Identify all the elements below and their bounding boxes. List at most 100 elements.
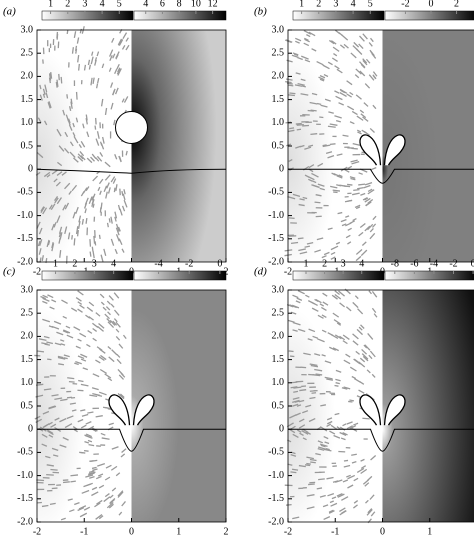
velocity-arrow	[91, 51, 94, 56]
velocity-arrow	[359, 357, 366, 363]
y-tick-label: 1.0	[21, 117, 34, 128]
velocity-arrow	[318, 478, 325, 481]
velocity-arrow	[74, 501, 80, 506]
velocity-arrow	[369, 37, 374, 43]
velocity-arrow	[109, 494, 114, 499]
velocity-arrow	[334, 412, 340, 416]
velocity-arrow	[75, 117, 79, 123]
velocity-arrow	[290, 471, 297, 474]
velocity-arrow	[370, 455, 377, 461]
velocity-arrow	[364, 225, 371, 232]
velocity-arrow	[317, 314, 324, 319]
velocity-arrow	[324, 98, 331, 102]
velocity-arrow	[306, 462, 311, 465]
y-tick-label: 2.0	[21, 331, 34, 342]
velocity-arrow	[353, 422, 359, 426]
velocity-arrow	[298, 328, 306, 333]
velocity-arrow	[67, 498, 73, 501]
velocity-arrow	[85, 186, 90, 192]
velocity-arrow	[85, 217, 88, 224]
velocity-arrow	[39, 239, 43, 247]
velocity-arrow	[125, 37, 129, 42]
velocity-arrow	[341, 496, 349, 501]
velocity-arrow	[317, 446, 326, 450]
velocity-arrow	[323, 435, 329, 440]
velocity-arrow	[372, 71, 378, 77]
velocity-arrow	[84, 434, 92, 439]
velocity-arrow	[60, 76, 63, 84]
velocity-arrow	[42, 88, 46, 95]
y-tick-label: -2.0	[17, 256, 33, 267]
velocity-arrow	[341, 34, 349, 41]
velocity-arrow	[42, 410, 50, 415]
colorbar-tick-label: 2	[322, 258, 327, 269]
velocity-arrow	[285, 39, 293, 43]
velocity-arrow	[304, 464, 311, 467]
velocity-arrow	[88, 196, 93, 204]
velocity-arrow	[85, 433, 93, 438]
velocity-arrow	[347, 474, 356, 480]
velocity-arrow	[359, 222, 366, 228]
colorbar	[384, 270, 474, 281]
velocity-arrow	[46, 429, 54, 434]
velocity-arrow	[352, 218, 357, 222]
velocity-arrow	[96, 131, 100, 139]
velocity-arrow	[100, 98, 104, 107]
velocity-arrow	[311, 307, 319, 312]
velocity-arrow	[345, 215, 350, 218]
y-tick-label: -1.0	[17, 210, 33, 221]
velocity-arrow	[312, 335, 319, 339]
velocity-arrow	[288, 350, 294, 353]
velocity-arrow	[115, 54, 119, 60]
velocity-arrow	[87, 439, 93, 443]
velocity-arrow	[314, 368, 323, 372]
velocity-arrow	[40, 206, 46, 213]
velocity-arrow	[49, 306, 55, 310]
x-tick-label: 2	[224, 526, 229, 537]
velocity-arrow	[36, 152, 44, 159]
velocity-arrow	[69, 141, 74, 147]
velocity-arrow	[73, 31, 77, 38]
velocity-arrow	[299, 432, 304, 437]
velocity-arrow	[365, 499, 369, 504]
velocity-arrow	[76, 37, 80, 44]
velocity-arrow	[323, 448, 332, 452]
velocity-arrow	[350, 159, 358, 163]
velocity-arrow	[84, 208, 87, 214]
velocity-arrow	[336, 119, 341, 123]
colorbar-tick-label: 3	[341, 258, 346, 269]
velocity-arrow	[115, 184, 118, 192]
velocity-arrow	[118, 511, 123, 516]
velocity-arrow	[314, 353, 321, 356]
velocity-arrow	[333, 295, 338, 300]
velocity-arrow	[77, 55, 80, 63]
velocity-arrow	[309, 458, 317, 462]
velocity-arrow	[83, 449, 89, 452]
velocity-arrow	[298, 248, 306, 252]
velocity-arrow	[323, 74, 329, 78]
velocity-arrow	[115, 328, 120, 333]
velocity-arrow	[95, 83, 99, 89]
velocity-arrow	[326, 417, 333, 421]
velocity-arrow	[321, 354, 326, 357]
velocity-arrow	[94, 502, 101, 508]
velocity-arrow	[341, 387, 348, 390]
velocity-arrow	[77, 301, 83, 305]
velocity-arrow	[332, 347, 339, 352]
velocity-arrow	[114, 211, 118, 219]
velocity-arrow	[301, 429, 309, 435]
velocity-arrow	[310, 133, 318, 136]
velocity-arrow	[360, 458, 365, 462]
velocity-arrow	[125, 44, 130, 51]
velocity-arrow	[322, 144, 331, 148]
velocity-arrow	[104, 313, 110, 320]
y-tick-label: -2.0	[268, 516, 284, 527]
velocity-arrow	[117, 38, 123, 46]
velocity-arrow	[289, 127, 295, 130]
velocity-arrow	[88, 471, 96, 475]
velocity-arrow	[106, 318, 112, 324]
velocity-arrow	[94, 125, 97, 130]
velocity-arrow	[56, 171, 63, 176]
velocity-arrow	[333, 191, 338, 194]
velocity-arrow	[53, 320, 62, 325]
